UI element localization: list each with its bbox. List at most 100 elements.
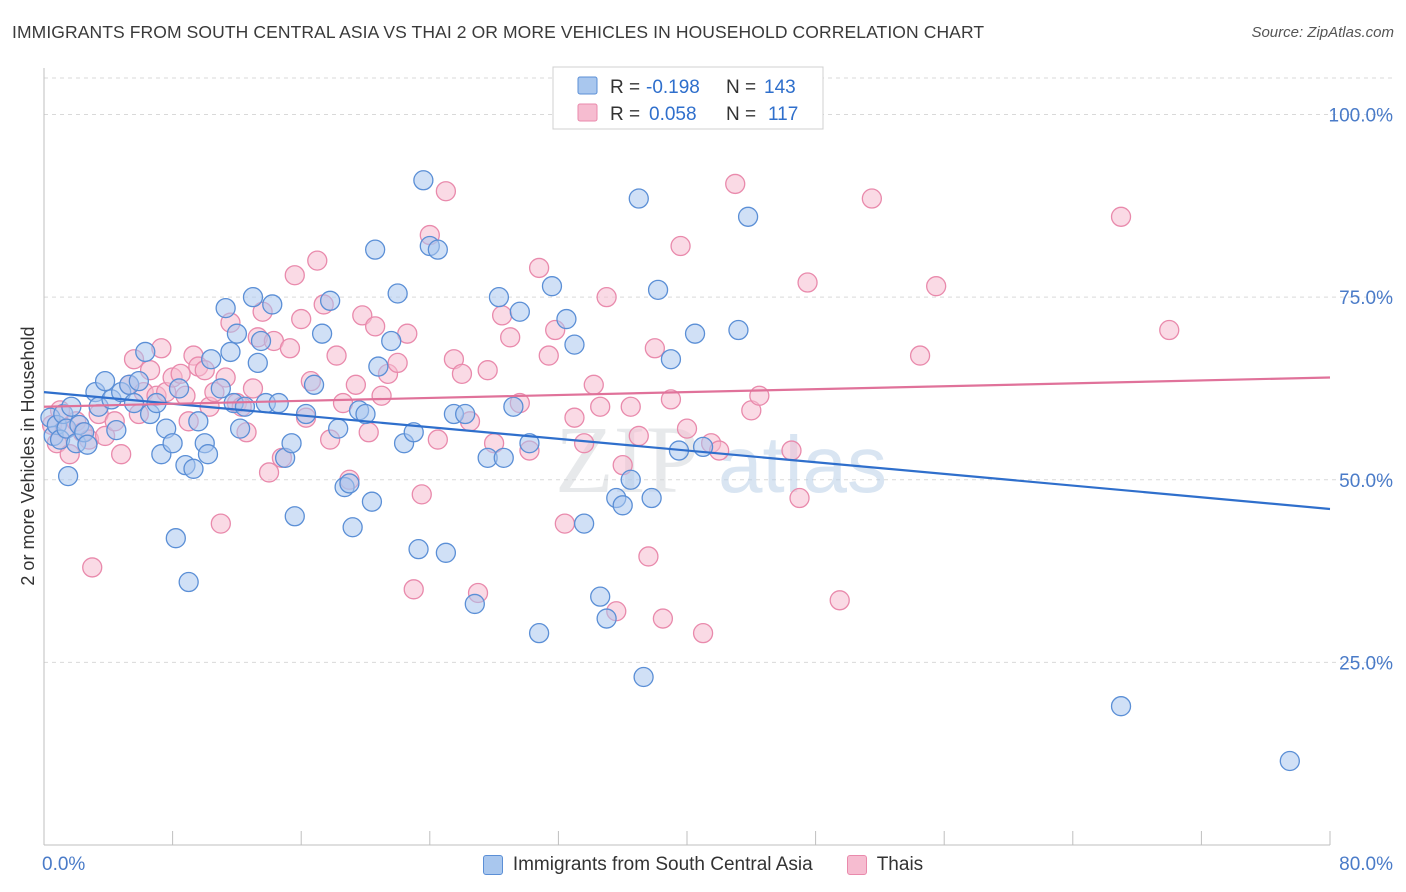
legend-n-label-1: N = [726, 77, 756, 98]
scatter-point [210, 378, 231, 399]
scatter-point [1110, 206, 1132, 227]
legend-n-value-1: 143 [764, 77, 796, 98]
scatter-point [493, 447, 514, 468]
scatter-point [590, 586, 611, 607]
legend-n-label-2: N = [726, 104, 756, 125]
scatter-point [541, 276, 563, 297]
legend-item-thais: Thais [846, 854, 924, 876]
scatter-point [528, 623, 550, 644]
scatter-point [291, 308, 312, 330]
scatter-point [477, 360, 498, 381]
legend-swatch-immigrants [482, 855, 503, 875]
scatter-point [519, 433, 540, 454]
scatter-point [403, 422, 424, 443]
scatter-point [215, 297, 236, 319]
legend-label-thais: Thais [876, 854, 924, 875]
scatter-point [728, 319, 749, 341]
scatter-point [364, 239, 386, 260]
y-tick-label: 75.0% [1339, 288, 1393, 309]
scatter-point [242, 286, 264, 308]
y-tick-label: 50.0% [1339, 471, 1393, 492]
scatter-point [128, 370, 149, 392]
scatter-point [328, 418, 349, 439]
scatter-point [1110, 696, 1132, 717]
scatter-point [82, 557, 103, 578]
scatter-point [427, 429, 448, 450]
scatter-point [258, 462, 280, 483]
scatter-point [77, 434, 98, 455]
scatter-point [573, 513, 595, 534]
trend-line-thais [43, 376, 1331, 408]
legend-swatch-thais [846, 855, 867, 875]
scatter-point [583, 374, 604, 395]
scatter-point [503, 396, 524, 417]
scatter-point [371, 385, 392, 406]
scatter-point [620, 396, 641, 417]
scatter-point [361, 491, 383, 512]
scatter-point [797, 272, 818, 293]
scatter-point [307, 250, 328, 271]
scatter-point [909, 345, 931, 366]
scatter-point [281, 433, 302, 454]
legend-r-value-2: 0.058 [649, 104, 697, 125]
legend-stats: R = -0.198 N = 143 R = 0.058 N = 117 [552, 66, 824, 130]
scatter-point [220, 341, 241, 363]
scatter-point [123, 392, 145, 414]
scatter-point [234, 396, 256, 417]
legend-r-label-2: R = [610, 104, 640, 125]
scatter-point [781, 440, 802, 461]
scatter-point [197, 444, 219, 465]
x-tick-label-min: 0.0% [42, 854, 85, 875]
scatter-point [242, 378, 264, 399]
scatter-point [178, 571, 199, 593]
scatter-point [368, 356, 389, 377]
chart-title: IMMIGRANTS FROM SOUTH CENTRAL ASIA VS TH… [12, 22, 985, 42]
scatter-point [183, 458, 204, 479]
scatter-point [94, 370, 116, 392]
scatter-point [111, 444, 132, 465]
axes [43, 68, 1331, 846]
source-credit: Source: ZipAtlas.com [1251, 24, 1394, 41]
y-axis-label: 2 or more Vehicles in Household [18, 326, 38, 585]
scatter-point [135, 341, 156, 363]
scatter-point [352, 305, 373, 326]
scatter-point [358, 422, 379, 443]
scatter-point [364, 316, 386, 337]
legend-swatch-pink [577, 103, 598, 122]
legend-item-immigrants: Immigrants from South Central Asia [482, 854, 813, 876]
x-tick-label-max: 80.0% [1339, 854, 1393, 875]
scatter-point [226, 323, 248, 344]
scatter-point [633, 666, 654, 688]
y-tick-label: 25.0% [1339, 653, 1393, 674]
legend-r-value-1: -0.198 [646, 77, 700, 98]
scatter-point [413, 170, 434, 191]
scatter-point [509, 301, 530, 322]
scatter-point [319, 290, 341, 311]
scatter-point [638, 546, 659, 567]
series-immigrants-points [40, 170, 1300, 772]
legend-swatch-blue [577, 76, 598, 95]
scatter-point [861, 188, 883, 209]
legend-r-label-1: R = [610, 77, 640, 98]
scatter-point [464, 593, 485, 615]
scatter-point [538, 345, 559, 366]
scatter-point [284, 506, 305, 527]
scatter-point [403, 579, 424, 600]
scatter-point [749, 385, 770, 406]
scatter-point [1159, 319, 1180, 341]
scatter-point [628, 425, 649, 447]
scatter-point [381, 330, 402, 352]
scatter-point [926, 276, 947, 297]
scatter-point [647, 279, 669, 300]
scatter-point [596, 608, 617, 629]
scatter-point [355, 403, 376, 425]
scatter-point [326, 345, 347, 366]
x-tick-labels: 0.0% 80.0% [42, 854, 1393, 875]
legend-n-value-2: 117 [768, 104, 798, 125]
scatter-point [408, 539, 429, 560]
scatter-point [427, 239, 448, 260]
y-tick-labels: 25.0% 50.0% 75.0% 100.0% [1329, 106, 1394, 675]
scatter-point [556, 308, 577, 330]
scatter-point [247, 352, 268, 374]
